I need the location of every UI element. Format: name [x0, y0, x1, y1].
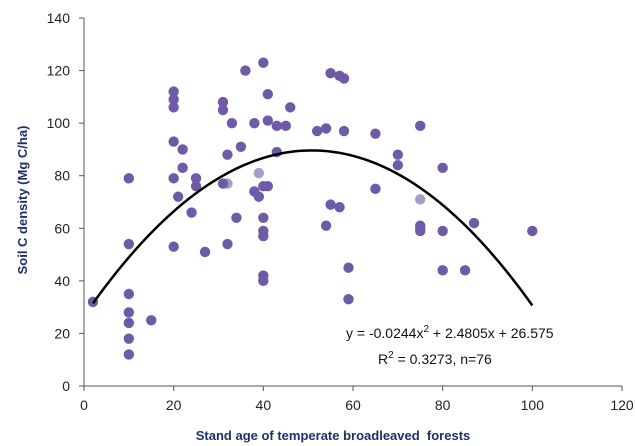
data-point	[258, 275, 269, 287]
data-point	[343, 294, 354, 305]
x-tick-label: 40	[256, 397, 272, 413]
data-point	[459, 265, 471, 276]
equation-prefix: y = -0.0244x	[346, 325, 423, 341]
data-point	[311, 125, 323, 137]
y-tick-label: 20	[54, 325, 70, 341]
data-point	[123, 317, 135, 329]
data-point	[190, 173, 202, 184]
data-point	[190, 181, 202, 192]
data-point	[123, 173, 135, 184]
data-point	[249, 117, 260, 129]
data-point	[177, 162, 188, 174]
data-point	[217, 104, 229, 116]
y-tick-label: 120	[47, 63, 71, 79]
data-point	[217, 178, 229, 189]
data-points	[87, 57, 538, 360]
data-point	[235, 141, 247, 152]
data-point	[338, 125, 350, 137]
data-point	[415, 194, 426, 205]
data-point	[285, 102, 296, 113]
x-tick-label: 0	[80, 397, 88, 413]
data-point	[280, 120, 291, 131]
data-point	[527, 225, 538, 237]
data-point	[415, 120, 426, 131]
equation-annotation: y = -0.0244x2 + 2.4805x + 26.575	[346, 324, 554, 341]
data-point	[258, 57, 269, 68]
tick-labels: 0 20 40 60 80 100 120 0 20 40 60 80 100 120 140	[47, 10, 634, 413]
data-point	[123, 238, 135, 250]
y-axis-title: Soil C density (Mg C/ha)	[15, 126, 30, 275]
data-point	[343, 262, 354, 273]
data-point	[262, 115, 274, 126]
data-point	[325, 68, 336, 79]
data-point	[437, 162, 448, 174]
data-point	[168, 102, 179, 113]
data-point	[392, 160, 404, 171]
data-point	[338, 73, 350, 84]
data-point	[262, 89, 274, 100]
r-squared-annotation: R2 = 0.3273, n=76	[378, 350, 492, 367]
x-tick-label: 100	[521, 397, 545, 413]
data-point	[334, 202, 345, 213]
data-point	[258, 181, 269, 192]
x-tick-label: 60	[345, 397, 361, 413]
data-point	[437, 265, 448, 276]
data-point	[123, 333, 135, 344]
y-tick-label: 40	[54, 273, 70, 289]
data-point	[177, 144, 188, 155]
data-point	[370, 183, 381, 195]
data-point	[168, 94, 179, 105]
data-point	[370, 128, 381, 139]
data-point	[325, 199, 336, 210]
data-point	[172, 191, 184, 202]
r2-prefix: R	[378, 351, 388, 367]
data-point	[146, 315, 157, 326]
y-tick-label: 100	[47, 115, 71, 131]
data-point	[123, 307, 135, 318]
data-point	[320, 220, 332, 231]
r2-suffix: = 0.3273, n=76	[394, 351, 492, 367]
y-tick-label: 60	[54, 220, 70, 236]
data-point	[320, 123, 332, 134]
data-point	[168, 173, 179, 184]
y-tick-label: 80	[54, 168, 70, 184]
data-point	[168, 86, 179, 97]
data-point	[240, 65, 251, 76]
r2-superscript: 2	[388, 350, 394, 361]
data-point	[258, 212, 269, 223]
equation-superscript: 2	[423, 324, 429, 335]
data-point	[271, 120, 282, 131]
data-point	[217, 96, 229, 108]
data-point	[258, 230, 269, 242]
data-point	[392, 149, 404, 160]
x-tick-label: 120	[610, 397, 634, 413]
data-point	[168, 136, 179, 147]
data-point	[253, 167, 265, 179]
data-point	[199, 246, 211, 258]
data-point	[168, 241, 179, 252]
trendline	[91, 149, 534, 307]
y-tick-label: 0	[62, 378, 70, 394]
data-point	[123, 288, 135, 300]
data-point	[123, 349, 135, 360]
x-tick-label: 80	[435, 397, 451, 413]
y-tick-label: 140	[47, 10, 71, 26]
data-point	[415, 220, 426, 231]
data-point	[226, 117, 238, 129]
data-point	[253, 191, 265, 202]
data-point	[222, 149, 233, 160]
equation-suffix: + 2.4805x + 26.575	[429, 325, 554, 341]
data-point	[222, 238, 233, 250]
x-axis-title: Stand age of temperate broadleaved fores…	[196, 428, 471, 443]
data-point	[437, 225, 448, 237]
data-point	[468, 217, 480, 229]
data-point	[231, 212, 242, 223]
x-tick-label: 20	[166, 397, 182, 413]
data-point	[186, 207, 197, 218]
